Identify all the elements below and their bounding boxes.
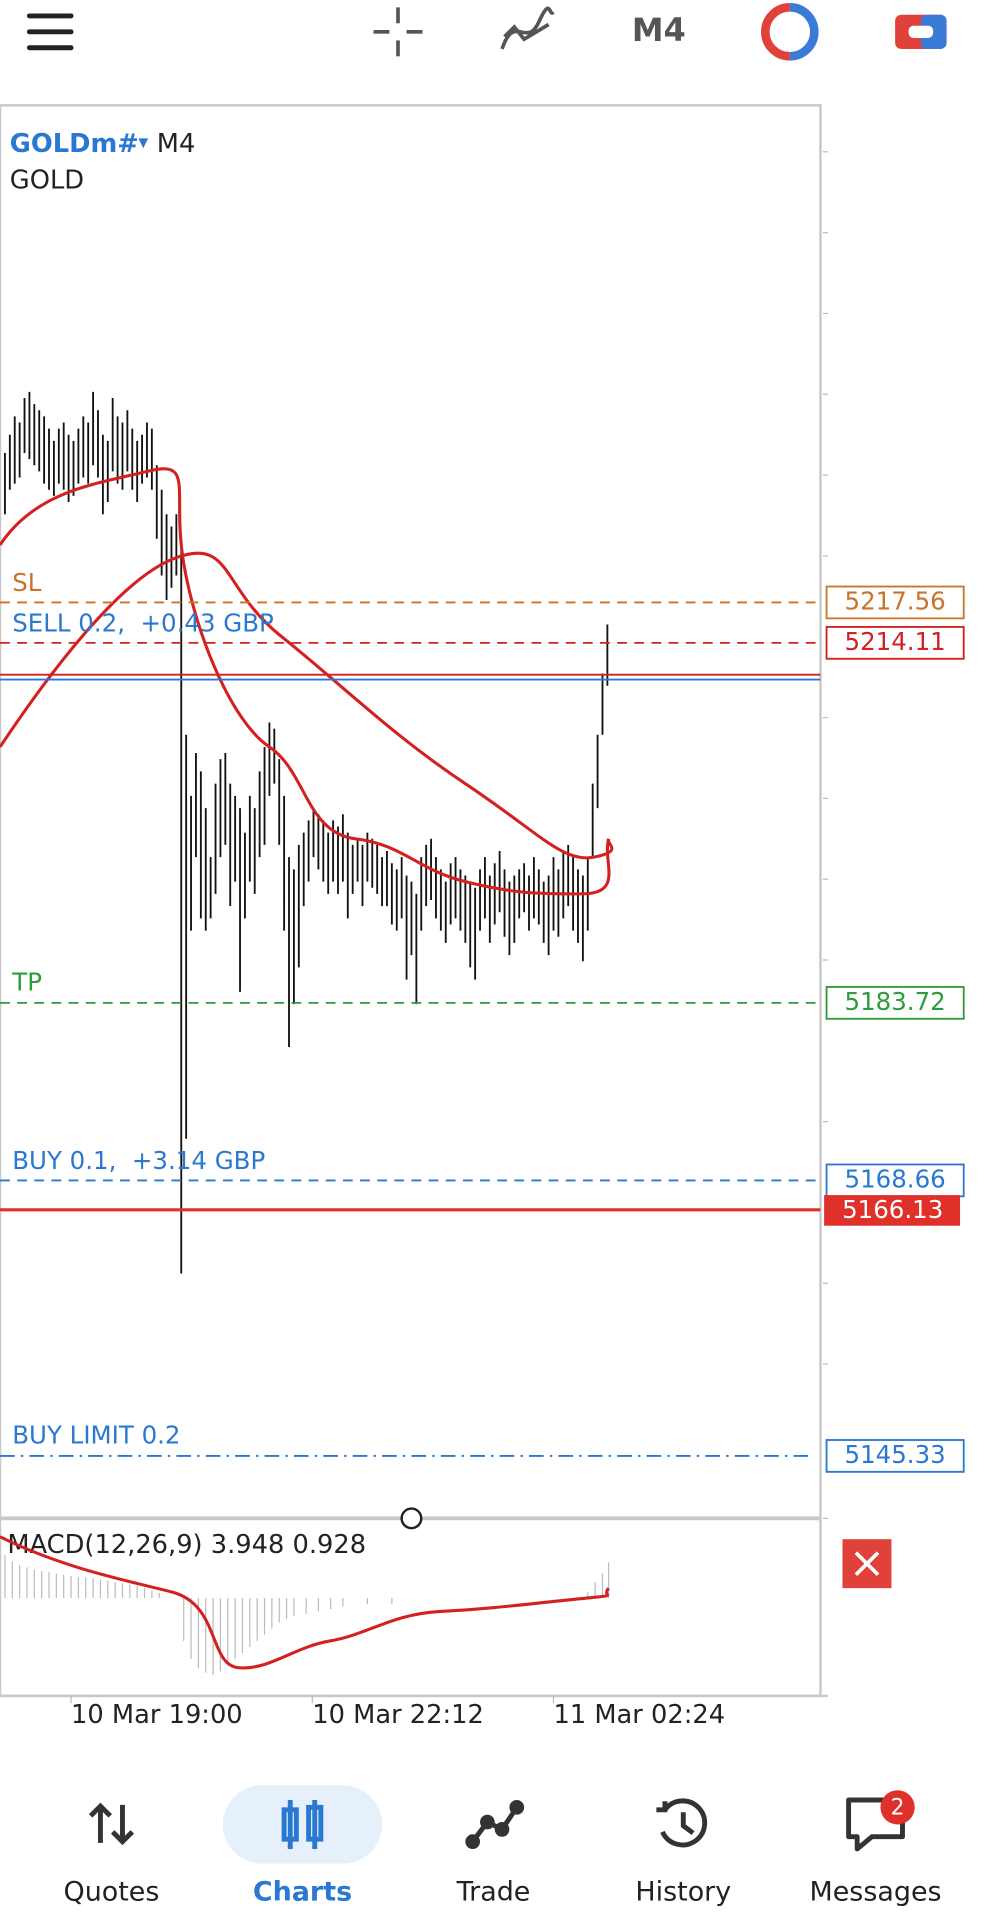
symbol-description: GOLD <box>10 166 84 196</box>
buy-limit-price: 5145.33 <box>845 1440 946 1469</box>
tp-price: 5183.72 <box>845 987 946 1016</box>
time-label: 11 Mar 02:24 <box>554 1700 726 1730</box>
quotes-icon[interactable] <box>88 1802 135 1846</box>
nav-label[interactable]: History <box>635 1877 731 1908</box>
timeframe-button[interactable]: M4 <box>632 11 686 49</box>
sl-price-box <box>825 585 965 620</box>
time-label: 10 Mar 22:12 <box>312 1700 484 1730</box>
account-button[interactable] <box>895 14 947 49</box>
buy-limit-label: BUY LIMIT 0.2 <box>12 1420 180 1449</box>
indicators-button[interactable] <box>500 6 555 50</box>
sell-price: 5214.11 <box>845 627 946 656</box>
buy-price: 5168.66 <box>845 1164 946 1193</box>
nav-label[interactable]: Messages <box>810 1877 942 1908</box>
sl-label: SL <box>12 568 42 597</box>
bid-price: 5166.13 <box>842 1195 943 1224</box>
moving-average-fast <box>0 467 611 896</box>
close-indicator-button[interactable] <box>842 1539 892 1589</box>
time-axis-ticks <box>70 1695 555 1704</box>
charts-icon[interactable] <box>281 1800 324 1849</box>
trade-button[interactable] <box>761 3 819 61</box>
chart-frame <box>0 104 822 1698</box>
symbol[interactable]: GOLDm# <box>10 129 139 159</box>
bid-price-box <box>824 1195 961 1226</box>
crosshair-button[interactable] <box>373 7 423 57</box>
messages-icon[interactable]: 2 <box>846 1790 915 1852</box>
macd-signal-line <box>0 1535 610 1670</box>
symbol-dropdown[interactable] <box>138 138 149 149</box>
buy-limit-price-box <box>825 1439 965 1473</box>
sell-label: SELL 0.2, +0.43 GBP <box>12 608 274 637</box>
tp-label: TP <box>11 967 42 996</box>
candles <box>4 391 609 1274</box>
sl-price: 5217.56 <box>845 586 946 615</box>
sell-price-box <box>825 626 965 660</box>
messages-badge: 2 <box>891 1796 905 1821</box>
separator-handle[interactable] <box>400 1507 423 1530</box>
nav-label[interactable]: Charts <box>253 1877 352 1908</box>
indicator-label: MACD(12,26,9) 3.948 0.928 <box>7 1530 366 1560</box>
time-label: 10 Mar 19:00 <box>71 1700 243 1730</box>
active-tab-highlight <box>222 1785 383 1864</box>
trade-icon[interactable] <box>465 1800 525 1849</box>
nav-label[interactable]: Trade <box>456 1877 531 1908</box>
chart-timeframe: M4 <box>157 129 196 159</box>
history-icon[interactable] <box>656 1798 708 1848</box>
moving-average-slow <box>0 551 614 860</box>
tp-price-box <box>825 986 965 1020</box>
nav-label[interactable]: Quotes <box>64 1877 160 1908</box>
buy-label: BUY 0.1, +3.14 GBP <box>12 1146 265 1175</box>
menu-button[interactable] <box>26 13 74 51</box>
